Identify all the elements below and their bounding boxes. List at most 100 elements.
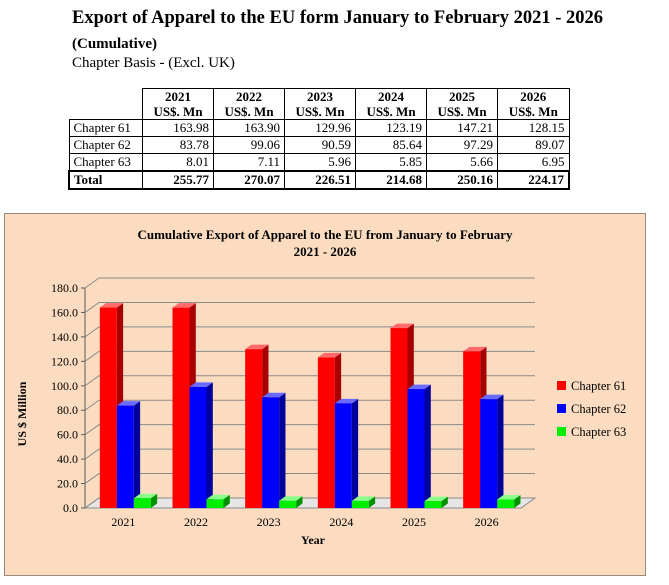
bar [497,499,515,508]
table-row: Chapter 61 163.98 163.90 129.96 123.19 1… [68,119,570,137]
table-row: Chapter 63 8.01 7.11 5.96 5.85 5.66 6.95 [68,153,570,172]
bar [116,405,134,508]
table-header-cell: 2021 US$. Mn [142,88,214,120]
table-header-cell: 2026 US$. Mn [497,88,570,120]
table-corner [69,88,143,120]
gridline [84,424,535,436]
bar [317,357,335,508]
y-tick-label: 20.0 [57,477,78,491]
legend-label: Chapter 61 [571,379,626,393]
bar-chart: Cumulative Export of Apparel to the EU f… [15,227,626,547]
gridline [84,375,535,387]
y-tick-label: 160.0 [51,305,78,319]
bar [480,399,498,508]
bar-top [99,303,124,308]
row-label: Chapter 62 [68,136,143,154]
bar [133,498,151,508]
bar-top [116,401,141,406]
bar-top [279,496,303,501]
bar-side [296,496,303,508]
basis-note: Chapter Basis - (Excl. UK) [72,55,235,71]
bar-side [368,496,376,508]
table-cell: 147.21 [426,119,498,137]
bar-side [351,398,359,508]
chart-area: Cumulative Export of Apparel to the EU f… [4,213,646,576]
table-cell: 123.19 [355,119,427,137]
total-cell: 214.68 [355,170,427,190]
legend-label: Chapter 63 [571,425,626,439]
table-cell: 6.95 [497,153,570,172]
bar-top [463,346,487,352]
table-header-row: 2021 US$. Mn 2022 US$. Mn 2023 US$. Mn 2024… [69,88,570,120]
row-label: Chapter 63 [68,153,143,172]
chart-title-line-2: 2021 - 2026 [294,244,357,259]
legend-swatch [557,404,566,413]
bar [390,328,408,508]
gridline [84,301,535,313]
bar [262,397,280,508]
y-tick-label: 140.0 [51,330,78,344]
bar-side [223,494,230,508]
total-cell: 250.16 [426,170,498,190]
table-cell: 83.78 [142,136,214,154]
bar-side [441,496,448,508]
x-tick-label: 2026 [475,515,499,529]
table-cell: 163.98 [142,119,214,137]
bar [206,499,224,508]
table-cell: 5.85 [355,153,427,172]
bar-top [390,323,414,329]
bar-top [189,382,213,387]
bar-side [514,495,521,508]
bar [334,403,352,508]
table-header-cell: 2025 US$. Mn [426,88,498,120]
bar-top [206,494,230,500]
legend-label: Chapter 62 [571,402,626,416]
bar [463,351,481,508]
chart-title-line-1: Cumulative Export of Apparel to the EU f… [137,227,513,242]
x-tick-label: 2025 [402,515,426,529]
table-cell: 128.15 [497,119,570,137]
x-tick-label: 2021 [111,515,135,529]
table-cell: 7.11 [213,153,285,172]
bar-top [334,398,359,404]
gridline [84,277,535,289]
bar-side [133,401,141,508]
bar-top [133,493,158,499]
bar [407,389,425,508]
total-cell: 226.51 [284,170,356,190]
table-cell: 5.66 [426,153,498,172]
legend-swatch [557,381,566,390]
bar-side [150,493,158,508]
table-total-row: Total 255.77 270.07 226.51 214.68 250.16… [68,170,570,190]
total-cell: 224.17 [497,170,570,190]
table-cell: 90.59 [284,136,356,154]
bar [99,307,117,508]
y-tick-label: 80.0 [57,403,78,417]
y-tick-label: 180.0 [51,281,78,295]
bar [351,500,369,508]
bar-top [351,496,376,501]
y-tick-label: 100.0 [51,379,78,393]
table-cell: 99.06 [213,136,285,154]
table-cell: 163.90 [213,119,285,137]
bar-top [317,352,342,358]
row-label: Chapter 61 [68,119,143,137]
total-cell: 255.77 [142,170,214,190]
summary-table: 2021 US$. Mn 2022 US$. Mn 2023 US$. Mn 2024… [68,88,570,190]
x-tick-label: 2022 [184,515,208,529]
x-tick-label: 2024 [329,515,353,529]
legend-swatch [557,427,566,436]
y-axis-label: US $ Million [15,381,29,446]
bar-side [497,394,504,508]
page-title: Export of Apparel to the EU form January… [72,8,603,28]
table-header-cell: 2023 US$. Mn [284,88,356,120]
bar [279,500,297,508]
bar [172,307,190,508]
x-axis-label: Year [301,533,326,547]
table-cell: 97.29 [426,136,498,154]
gridline [84,448,535,460]
gridline [84,350,535,362]
bar-top [172,303,196,308]
table-cell: 5.96 [284,153,356,172]
bar-top [262,392,286,398]
